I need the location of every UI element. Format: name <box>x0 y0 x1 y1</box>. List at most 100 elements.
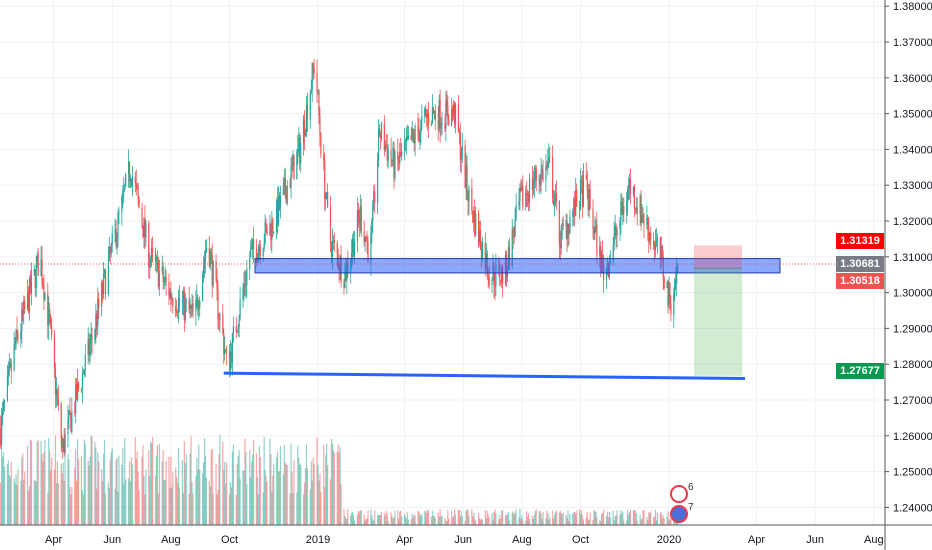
candle-body <box>357 210 359 219</box>
volume-bar <box>573 512 575 525</box>
volume-bar <box>438 516 440 525</box>
candle-body <box>90 334 92 345</box>
candle-body <box>276 200 278 232</box>
candle-body <box>258 246 260 249</box>
candle-body <box>16 329 18 335</box>
volume-bar <box>340 484 342 525</box>
candle-body <box>386 147 388 161</box>
volume-bar <box>441 516 443 525</box>
volume-bar <box>390 512 392 525</box>
candle-body <box>521 185 523 191</box>
volume-bar <box>430 516 433 525</box>
volume-bar <box>639 514 641 525</box>
volume-bar <box>231 451 234 525</box>
volume-bar <box>157 493 159 525</box>
volume-bar <box>419 514 421 525</box>
candle-body <box>218 318 220 320</box>
candle-body <box>545 165 547 181</box>
volume-bar <box>560 513 562 525</box>
volume-bar <box>34 481 36 525</box>
x-tick-label: Jun <box>454 534 472 546</box>
candle-body <box>279 195 282 209</box>
candle-body <box>401 151 403 157</box>
volume-bar <box>296 492 298 525</box>
candle-body <box>400 152 402 157</box>
volume-bar <box>204 456 207 525</box>
volume-bar <box>217 489 219 525</box>
volume-bar <box>102 481 104 525</box>
candle-body <box>236 331 238 333</box>
candle-body <box>129 178 132 182</box>
volume-bar <box>211 448 213 525</box>
volume-bar <box>635 513 637 525</box>
volume-bar <box>620 510 622 525</box>
volume-bar <box>541 518 543 525</box>
candle-body <box>501 267 503 282</box>
candle-body <box>265 222 267 227</box>
candle-body <box>250 249 252 258</box>
candle-body <box>661 245 663 257</box>
candle-body <box>468 187 470 202</box>
candle-body <box>605 268 608 281</box>
volume-bar <box>471 509 473 525</box>
candle-body <box>182 291 184 302</box>
volume-bar <box>178 487 181 525</box>
volume-bar <box>232 444 234 525</box>
candle-body <box>298 137 300 149</box>
volume-bar <box>623 520 625 525</box>
volume-bar <box>558 512 560 525</box>
candle-body <box>359 206 361 224</box>
volume-bar <box>216 494 218 525</box>
candle-body <box>277 195 280 225</box>
volume-bar <box>115 460 117 525</box>
candle-body <box>76 384 78 400</box>
volume-bar <box>504 515 507 525</box>
candle-body <box>461 145 463 159</box>
event-icon-flag[interactable] <box>670 505 688 523</box>
candle-body <box>508 246 510 267</box>
candle-body <box>427 113 429 118</box>
volume-bar <box>243 470 245 525</box>
candle-body <box>57 398 59 404</box>
volume-bar <box>190 436 192 525</box>
volume-bar <box>7 460 9 525</box>
candle-body <box>413 134 415 144</box>
candle-body <box>42 281 44 286</box>
volume-bar <box>421 513 423 525</box>
volume-bar <box>273 464 275 525</box>
volume-bar <box>237 455 239 525</box>
candle-body <box>377 160 379 203</box>
candle-body <box>676 271 678 284</box>
candle-body <box>379 136 382 139</box>
candle-body <box>360 206 362 232</box>
volume-bar <box>137 471 139 525</box>
candle-body <box>232 326 234 333</box>
candle-body <box>108 246 110 260</box>
candle-body <box>440 123 442 129</box>
volume-bar <box>413 514 415 525</box>
volume-bar <box>20 481 22 525</box>
candle-body <box>439 99 441 129</box>
volume-bar <box>528 518 531 525</box>
volume-bar <box>278 470 281 525</box>
candle-body <box>627 189 629 202</box>
candle-body <box>103 270 106 274</box>
volume-bar <box>451 510 453 525</box>
volume-bar <box>587 519 589 525</box>
candle-body <box>649 232 651 243</box>
event-icon-flag[interactable] <box>670 485 688 503</box>
volume-bar <box>648 512 650 525</box>
volume-bar <box>134 437 136 525</box>
volume-bar <box>667 511 669 525</box>
trendline <box>223 371 745 381</box>
volume-bar <box>466 511 468 525</box>
volume-bar <box>182 492 184 525</box>
x-tick-label: 2019 <box>306 534 330 546</box>
candle-body <box>627 189 630 191</box>
y-tick-label: 1.24000 <box>893 502 932 514</box>
volume-bar <box>224 461 226 525</box>
volume-bar <box>51 457 53 525</box>
candle-body <box>209 251 211 267</box>
